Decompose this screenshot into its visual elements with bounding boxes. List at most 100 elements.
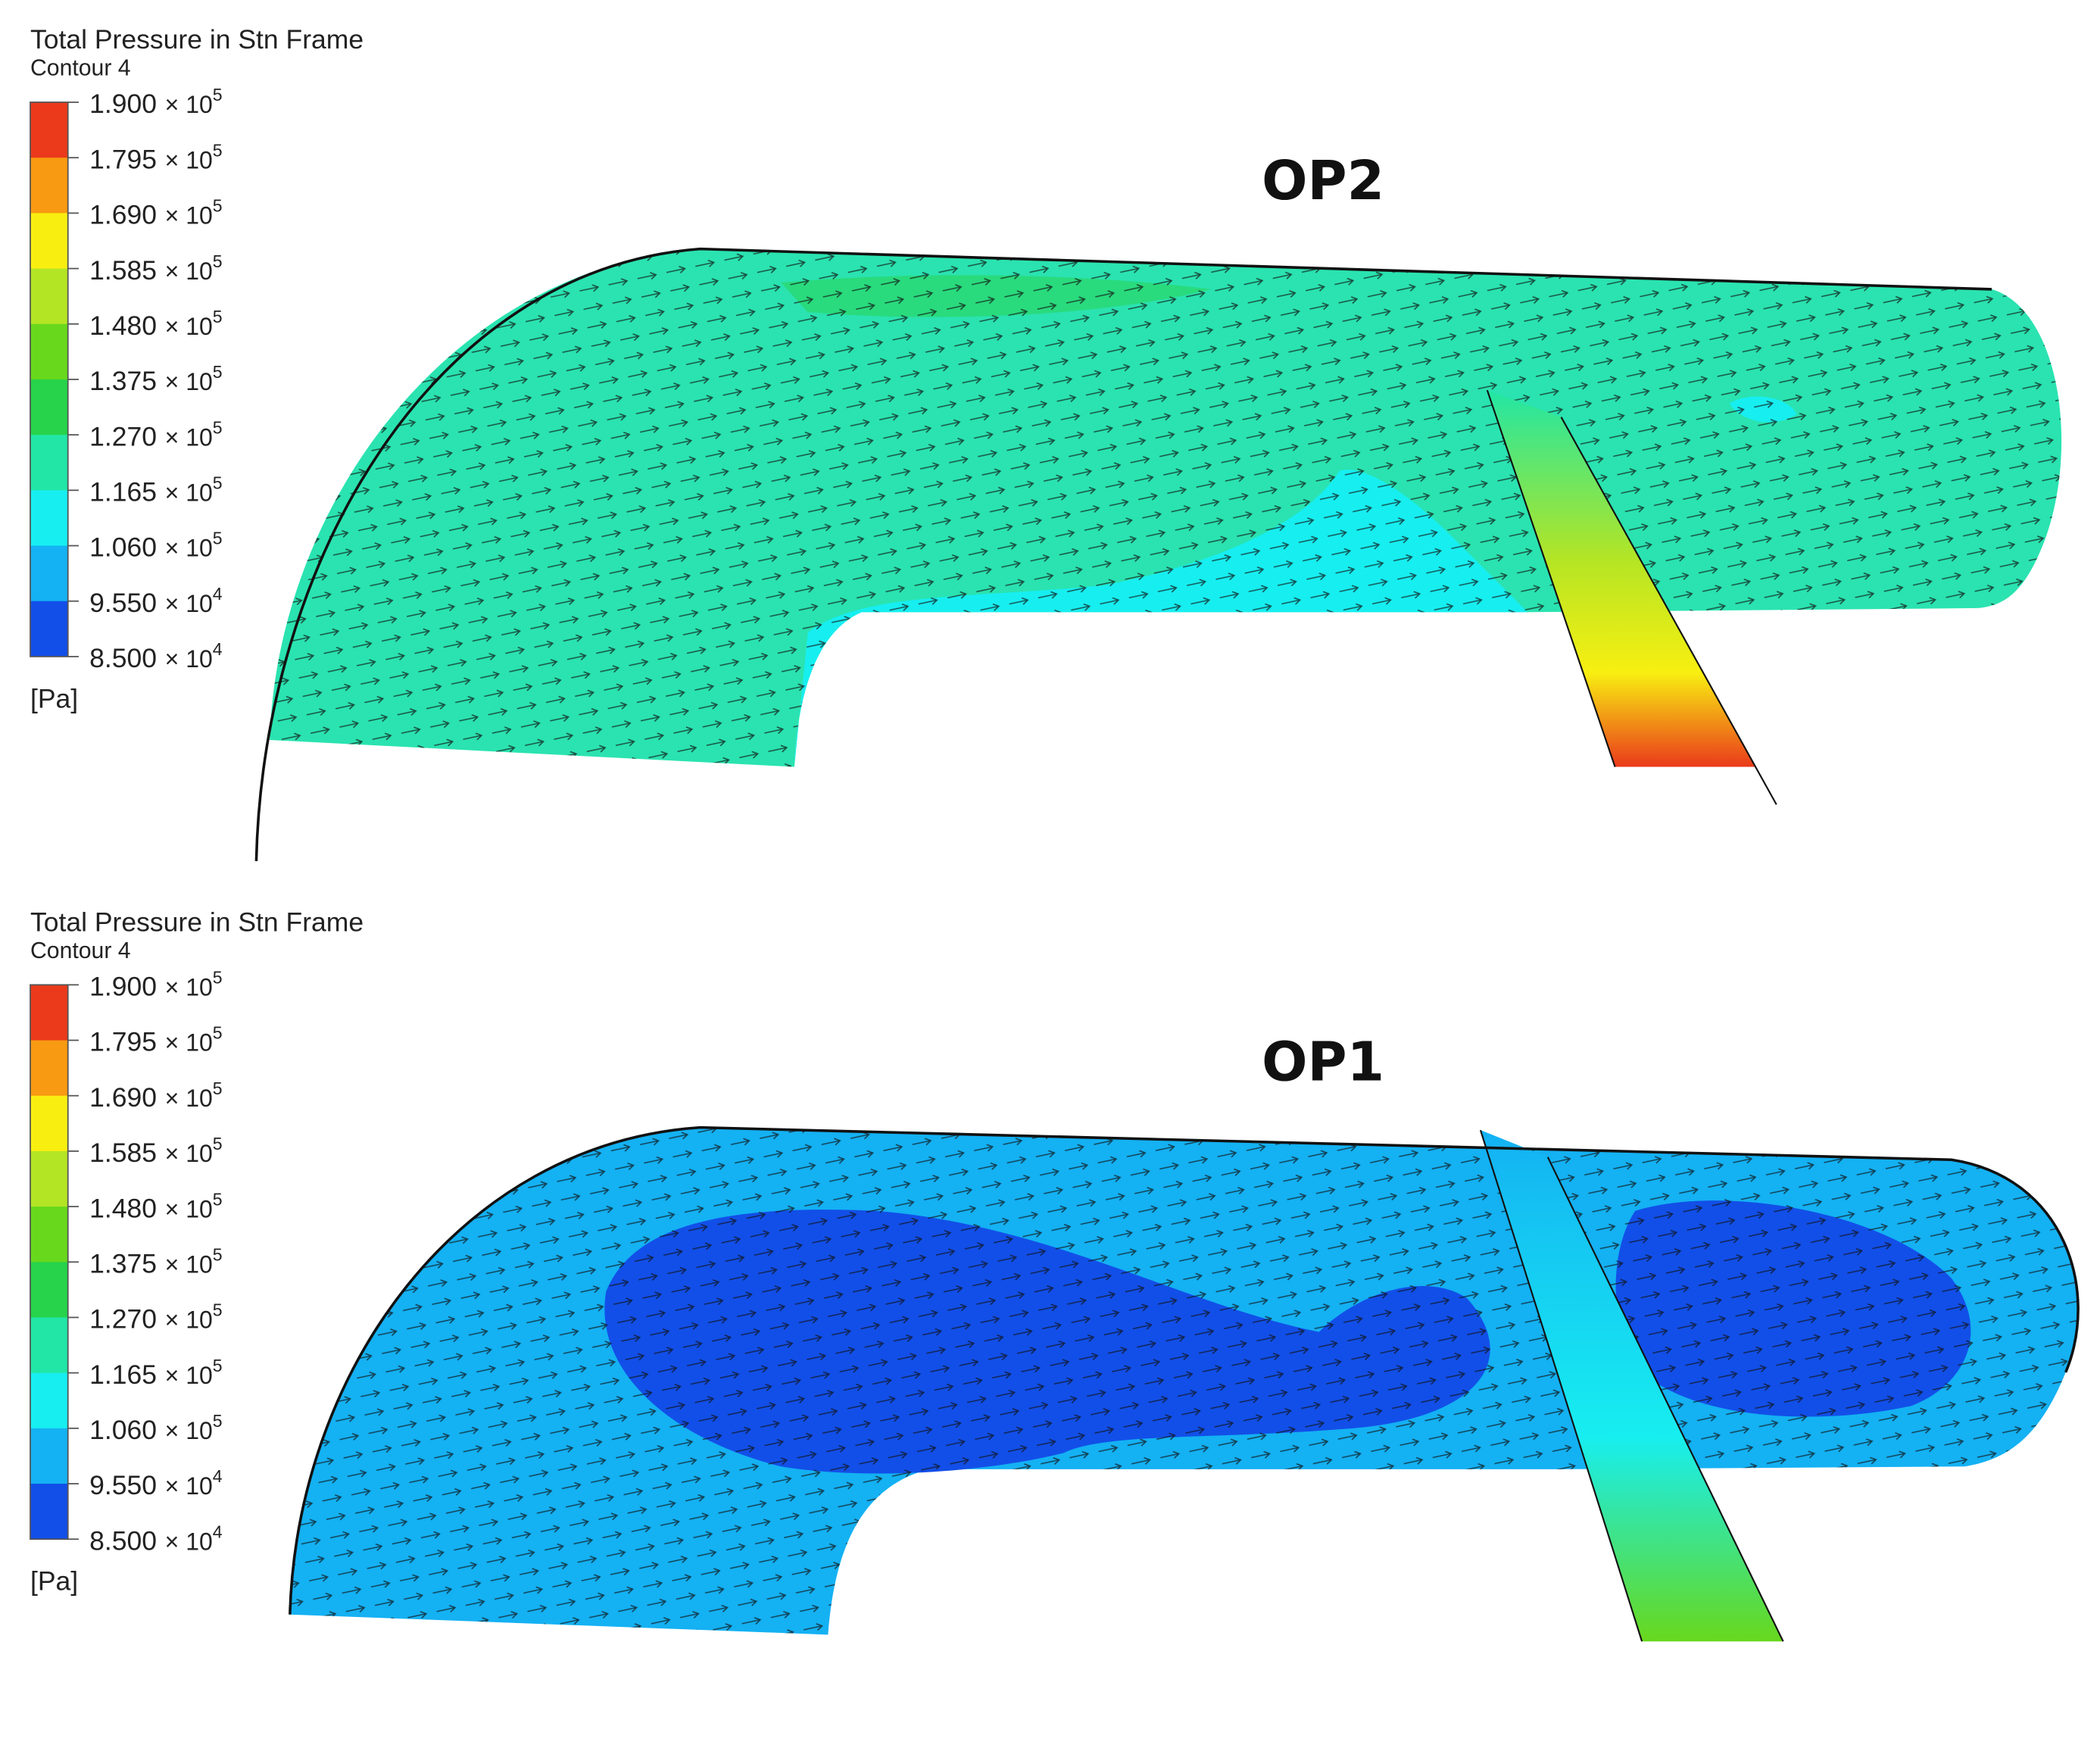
- tick-times: × 10: [165, 1362, 213, 1389]
- tick-label: 1.795 × 105: [89, 140, 223, 174]
- panel-label: OP2: [1262, 149, 1384, 212]
- tick-mantissa: 1.375: [89, 366, 157, 396]
- tick-mantissa: 1.690: [89, 1082, 157, 1113]
- color-band: [30, 1317, 68, 1374]
- tick-exponent: 4: [213, 1466, 223, 1486]
- tick-label: 1.480 × 105: [89, 307, 223, 341]
- color-band: [30, 1372, 68, 1429]
- tick-exponent: 4: [213, 584, 223, 604]
- legend-subtitle: Contour 4: [30, 55, 131, 80]
- tick-label: 1.165 × 105: [89, 1356, 223, 1390]
- domain-arrows: [289, 1127, 2079, 1635]
- color-band: [30, 1484, 68, 1540]
- color-band: [30, 601, 68, 657]
- tick-mantissa: 1.585: [89, 1138, 157, 1168]
- tick-times: × 10: [165, 1029, 213, 1057]
- tick-mantissa: 1.585: [89, 255, 157, 286]
- tick-times: × 10: [165, 258, 213, 285]
- color-band: [30, 102, 68, 158]
- tick-times: × 10: [165, 1085, 213, 1112]
- color-band: [30, 1207, 68, 1263]
- tick-mantissa: 1.480: [89, 311, 157, 341]
- legend-unit: [Pa]: [30, 683, 78, 713]
- tick-times: × 10: [165, 479, 213, 507]
- tick-label: 1.375 × 105: [89, 362, 223, 396]
- tick-mantissa: 8.500: [89, 643, 157, 673]
- tick-mantissa: 1.900: [89, 89, 157, 119]
- tick-times: × 10: [165, 535, 213, 562]
- tick-label: 1.165 × 105: [89, 473, 223, 507]
- tick-exponent: 5: [213, 1023, 223, 1043]
- tick-mantissa: 9.550: [89, 1470, 157, 1500]
- tick-mantissa: 1.900: [89, 972, 157, 1002]
- op1-contour: [289, 1125, 2080, 1642]
- tick-times: × 10: [165, 645, 213, 673]
- tick-label: 9.550 × 104: [89, 1466, 223, 1500]
- tick-times: × 10: [165, 313, 213, 340]
- tick-label: 1.270 × 105: [89, 417, 223, 451]
- tick-mantissa: 9.550: [89, 588, 157, 618]
- color-band: [30, 985, 68, 1041]
- op2-contour: [254, 247, 2062, 861]
- tick-label: 1.270 × 105: [89, 1300, 223, 1335]
- tick-exponent: 5: [213, 1300, 223, 1320]
- legend-title: Total Pressure in Stn Frame: [30, 907, 364, 937]
- tick-label: 9.550 × 104: [89, 584, 223, 618]
- tick-label: 1.060 × 105: [89, 1411, 223, 1445]
- tick-times: × 10: [165, 590, 213, 617]
- color-band: [30, 1040, 68, 1097]
- tick-exponent: 5: [213, 473, 223, 493]
- outline: [254, 247, 1992, 861]
- color-band: [30, 379, 68, 435]
- tick-mantissa: 1.165: [89, 1359, 157, 1390]
- tick-label: 1.690 × 105: [89, 196, 223, 230]
- tick-label: 1.060 × 105: [89, 529, 223, 563]
- tick-times: × 10: [165, 1472, 213, 1500]
- tick-label: 1.585 × 105: [89, 251, 223, 286]
- tick-exponent: 5: [213, 1356, 223, 1375]
- legend-unit: [Pa]: [30, 1566, 78, 1597]
- tick-times: × 10: [165, 1195, 213, 1222]
- tick-exponent: 5: [213, 968, 223, 988]
- tick-exponent: 4: [213, 639, 223, 659]
- tick-exponent: 5: [213, 1134, 223, 1153]
- tick-mantissa: 1.060: [89, 532, 157, 563]
- tick-exponent: 5: [213, 251, 223, 271]
- tick-times: × 10: [165, 146, 213, 173]
- legend-title: Total Pressure in Stn Frame: [30, 24, 364, 55]
- tick-times: × 10: [165, 1250, 213, 1278]
- color-band: [30, 213, 68, 270]
- color-band: [30, 1428, 68, 1484]
- tick-label: 1.375 × 105: [89, 1244, 223, 1278]
- tick-mantissa: 1.165: [89, 477, 157, 507]
- color-band: [30, 1262, 68, 1318]
- tick-mantissa: 1.375: [89, 1248, 157, 1278]
- tick-mantissa: 1.060: [89, 1415, 157, 1445]
- tick-mantissa: 1.795: [89, 1027, 157, 1057]
- tick-exponent: 5: [213, 1244, 223, 1264]
- blade: [1487, 390, 1757, 767]
- tick-mantissa: 8.500: [89, 1525, 157, 1556]
- outline: [289, 1125, 2080, 1615]
- tick-times: × 10: [165, 1528, 213, 1555]
- color-band: [30, 1150, 68, 1207]
- color-band: [30, 268, 68, 325]
- tick-mantissa: 1.795: [89, 144, 157, 174]
- tick-mantissa: 1.270: [89, 1304, 157, 1335]
- color-band: [30, 435, 68, 491]
- tick-exponent: 5: [213, 529, 223, 548]
- tick-mantissa: 1.270: [89, 421, 157, 451]
- tick-times: × 10: [165, 423, 213, 451]
- tick-exponent: 5: [213, 1189, 223, 1209]
- color-band: [30, 545, 68, 602]
- panel-label: OP1: [1262, 1030, 1384, 1093]
- tick-label: 8.500 × 104: [89, 1522, 223, 1556]
- tick-exponent: 5: [213, 1079, 223, 1098]
- tick-times: × 10: [165, 368, 213, 395]
- tick-times: × 10: [165, 1417, 213, 1444]
- color-band: [30, 1095, 68, 1152]
